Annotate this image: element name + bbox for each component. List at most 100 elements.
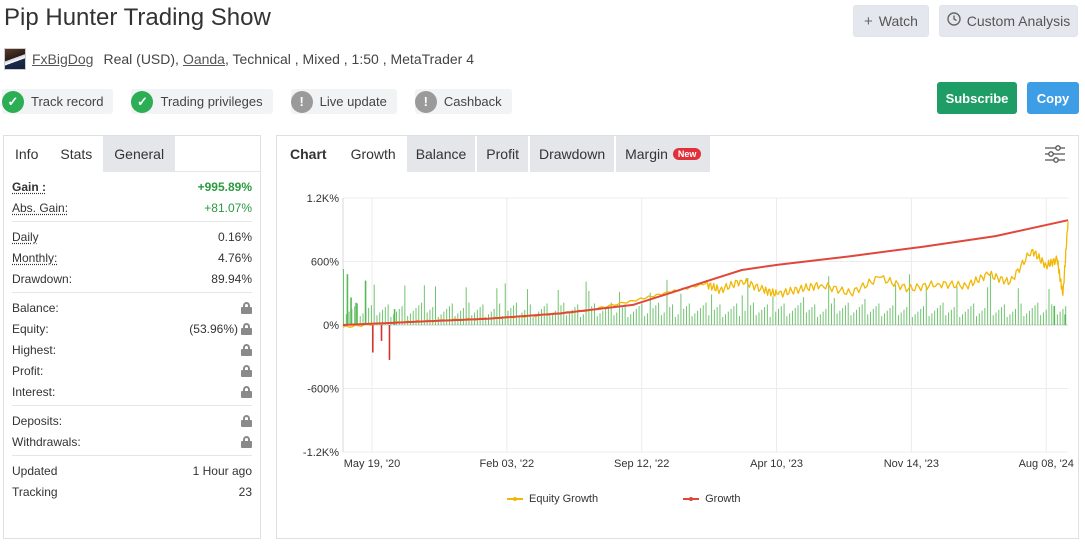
profit-bar	[819, 314, 821, 325]
profit-bar	[596, 316, 598, 325]
profit-bar	[350, 297, 352, 325]
profit-bar	[970, 306, 972, 325]
loss-bar	[372, 325, 374, 353]
monthly-label[interactable]: Monthly:	[12, 250, 58, 265]
x-tick-label: Apr 10, '23	[750, 458, 803, 470]
tab-growth[interactable]: Growth	[341, 136, 405, 172]
profit-bar	[730, 308, 732, 325]
chart-settings-icon[interactable]	[1044, 144, 1066, 164]
growth-chart[interactable]: 1.2K% 600% 0% -600% -1.2K% May 19, '20 Feb 03,…	[277, 176, 1078, 486]
profit-bar	[560, 305, 562, 325]
profit-bar	[409, 313, 411, 325]
profit-bar	[808, 309, 810, 325]
profit-bar	[482, 304, 484, 325]
tab-margin[interactable]: Margin New	[616, 136, 711, 172]
clock-icon	[947, 12, 961, 30]
abs-gain-label[interactable]: Abs. Gain:	[12, 200, 69, 215]
tab-general[interactable]: General	[103, 136, 176, 172]
watch-button[interactable]: + Watch	[853, 5, 929, 37]
profit-bar	[585, 281, 587, 325]
legend-equity-growth[interactable]: Equity Growth	[507, 493, 598, 505]
user-link[interactable]: FxBigDog	[32, 51, 94, 67]
avatar[interactable]	[4, 48, 26, 70]
tab-balance[interactable]: Balance	[406, 136, 476, 172]
tab-drawdown[interactable]: Drawdown	[529, 136, 615, 172]
profit-bar	[705, 302, 707, 325]
check-icon: ✓	[131, 90, 154, 113]
y-tick-label: 1.2K%	[307, 193, 340, 205]
rates-group: Daily 0.16% Monthly: 4.76% Drawdown: 89.…	[12, 222, 252, 293]
tracking-value: 23	[238, 484, 252, 499]
profit-bar	[387, 304, 389, 325]
profit-bar	[984, 308, 986, 325]
profit-bar	[554, 310, 556, 325]
profit-bar	[697, 310, 699, 325]
profit-bar	[713, 309, 715, 325]
legend-growth[interactable]: Growth	[683, 493, 741, 505]
profit-bar	[446, 308, 448, 325]
stat-updated: Updated 1 Hour ago	[12, 460, 252, 481]
profit-bar	[747, 278, 749, 325]
profit-bar	[571, 309, 573, 325]
x-tick-label: Aug 08, '24	[1019, 458, 1074, 470]
profit-bar	[599, 313, 601, 325]
profit-bar	[549, 316, 551, 325]
profit-bar	[942, 302, 944, 325]
profit-bar	[1031, 308, 1033, 325]
gain-label[interactable]: Gain :	[12, 179, 47, 194]
y-tick-label: 600%	[311, 257, 339, 269]
stat-profit: Profit:	[12, 360, 252, 381]
broker-link[interactable]: Oanda	[182, 51, 225, 67]
tab-profit[interactable]: Profit	[477, 136, 528, 172]
profit-bar	[858, 307, 860, 325]
drawdown-label: Drawdown:	[12, 271, 73, 286]
badge-label: Trading privileges	[160, 94, 263, 109]
profit-bar	[683, 308, 685, 325]
profit-bar	[822, 311, 824, 325]
profit-bar	[354, 306, 356, 325]
loss-bar	[380, 325, 383, 341]
y-tick-label: -1.2K%	[303, 447, 339, 459]
profit-bar	[962, 314, 964, 325]
profit-bar	[398, 308, 400, 325]
profit-bar	[699, 308, 701, 325]
custom-analysis-button[interactable]: Custom Analysis	[939, 5, 1078, 37]
profit-bar	[1009, 314, 1011, 325]
stat-abs-gain: Abs. Gain: +81.07%	[12, 197, 252, 218]
profit-bar	[1001, 307, 1003, 325]
chart-legend: Equity Growth Growth	[507, 493, 741, 505]
watch-label: Watch	[878, 13, 918, 29]
profit-bar	[532, 317, 534, 325]
subscribe-button[interactable]: Subscribe	[937, 82, 1017, 114]
profit-bar	[870, 311, 872, 325]
profit-bar	[878, 303, 880, 325]
profit-bar	[772, 296, 774, 325]
profit-bar	[345, 314, 347, 325]
tab-stats[interactable]: Stats	[49, 136, 104, 172]
profit-bar	[577, 304, 579, 325]
profit-bar	[1003, 304, 1005, 325]
profit-bar	[775, 311, 777, 325]
daily-label[interactable]: Daily	[12, 229, 39, 244]
profit-bar	[368, 308, 370, 325]
copy-button[interactable]: Copy	[1027, 82, 1079, 114]
profit-bar	[1048, 289, 1050, 325]
stat-deposits: Deposits:	[12, 410, 252, 431]
profit-bar	[468, 302, 470, 325]
profit-bar	[370, 305, 372, 325]
profit-bar	[607, 305, 609, 325]
tab-info[interactable]: Info	[4, 136, 50, 172]
lock-icon	[241, 385, 252, 398]
stat-daily: Daily 0.16%	[12, 226, 252, 247]
profit-bar	[936, 308, 938, 325]
chart-panel: Chart Growth Balance Profit Drawdown Mar…	[276, 135, 1079, 539]
profit-bar	[465, 287, 467, 325]
profit-bar	[1040, 315, 1042, 325]
profit-bar	[872, 308, 874, 325]
profit-bar	[853, 312, 855, 325]
profit-bar	[619, 291, 621, 325]
profit-bar	[356, 303, 358, 325]
profit-bar	[462, 308, 464, 325]
profit-bar	[959, 317, 961, 325]
lock-icon	[241, 301, 252, 314]
